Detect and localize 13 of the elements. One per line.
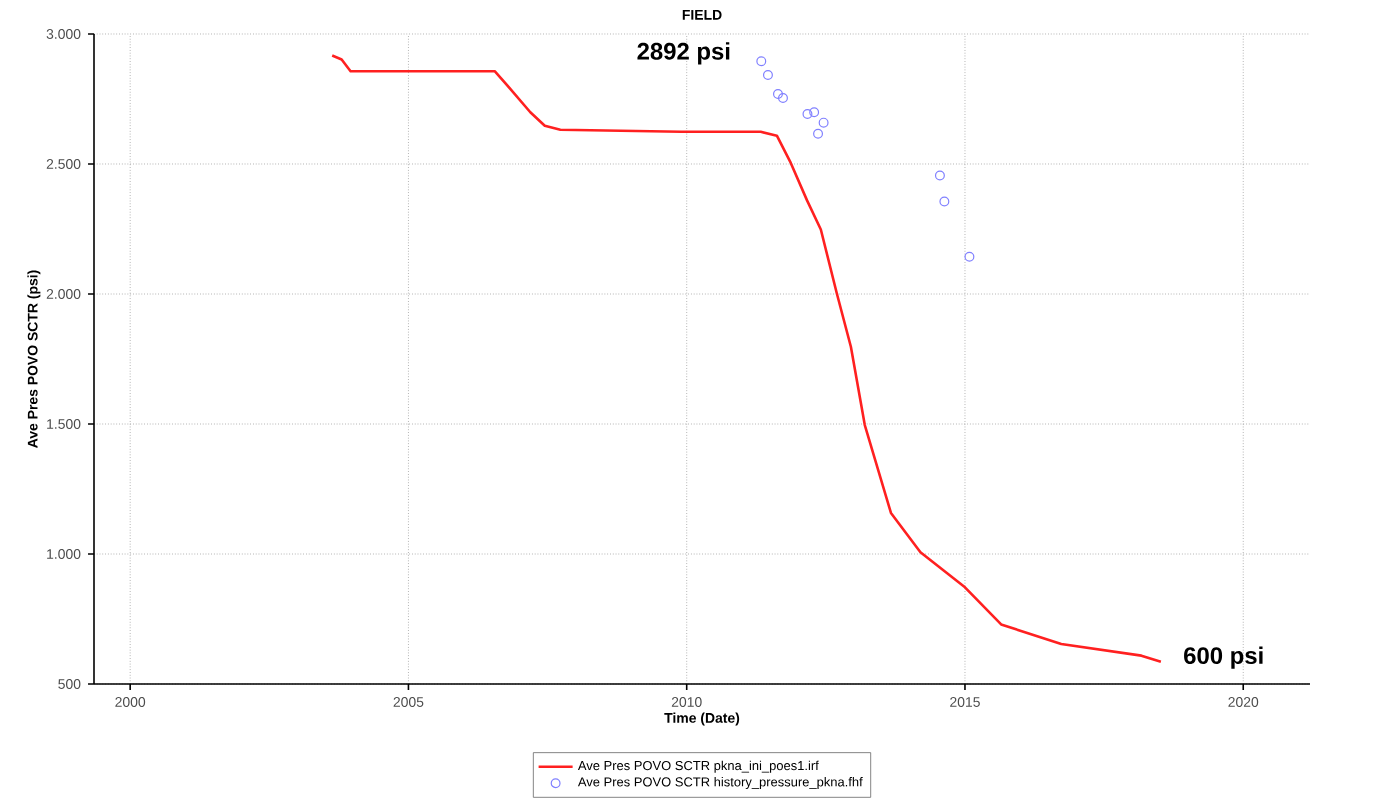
point	[818, 117, 829, 128]
point	[772, 89, 783, 100]
annotation: 2892 psi	[637, 42, 730, 65]
point	[802, 109, 813, 120]
point	[964, 251, 975, 262]
point	[813, 128, 824, 139]
point	[934, 170, 945, 181]
point	[762, 70, 773, 81]
annotation: 600 psi	[1184, 646, 1263, 669]
point	[778, 92, 788, 103]
point	[809, 107, 820, 118]
point	[939, 196, 950, 207]
point	[756, 56, 767, 67]
